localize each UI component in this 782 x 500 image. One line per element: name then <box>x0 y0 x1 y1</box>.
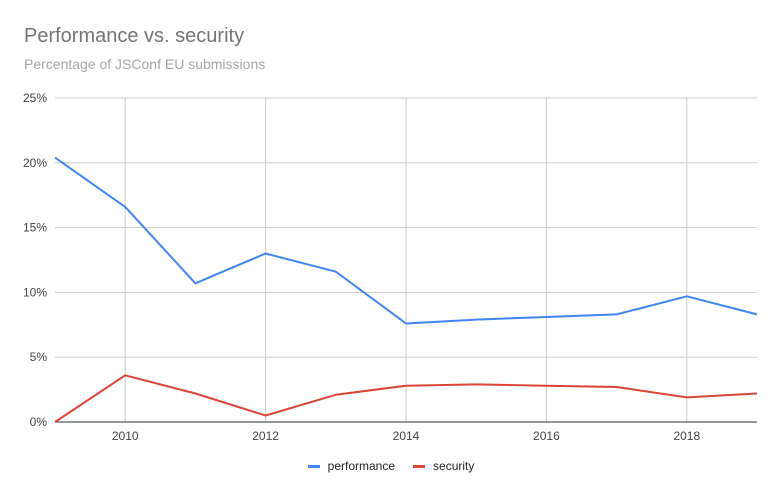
y-tick-label: 20% <box>23 156 47 170</box>
chart-subtitle: Percentage of JSConf EU submissions <box>24 56 266 72</box>
legend-swatch <box>307 464 320 468</box>
chart-title: Performance vs. security <box>24 25 245 47</box>
series-lines <box>54 156 758 423</box>
y-tick-label: 5% <box>30 350 48 364</box>
legend-item-performance[interactable]: performance <box>307 459 396 473</box>
y-tick-label: 10% <box>23 285 47 299</box>
legend-label: security <box>433 459 475 473</box>
x-tick-label: 2014 <box>393 429 420 443</box>
legend-item-security[interactable]: security <box>413 459 474 473</box>
series-line-performance <box>54 156 758 325</box>
y-tick-label: 15% <box>23 221 47 235</box>
y-tick-label: 25% <box>23 91 47 105</box>
y-tick-label: 0% <box>30 415 48 429</box>
gridlines <box>55 97 757 422</box>
chart-legend: performance security <box>0 459 782 473</box>
x-tick-label: 2016 <box>533 429 560 443</box>
tick-labels: 0% 5% 10% 15% 20% 25% 2010 2012 2014 2016 2018 <box>23 91 701 443</box>
series-line-security <box>54 374 758 423</box>
x-tick-label: 2010 <box>112 429 139 443</box>
x-tick-label: 2018 <box>673 429 700 443</box>
legend-label: performance <box>327 459 396 473</box>
legend-swatch <box>413 464 426 468</box>
x-tick-label: 2012 <box>252 429 279 443</box>
